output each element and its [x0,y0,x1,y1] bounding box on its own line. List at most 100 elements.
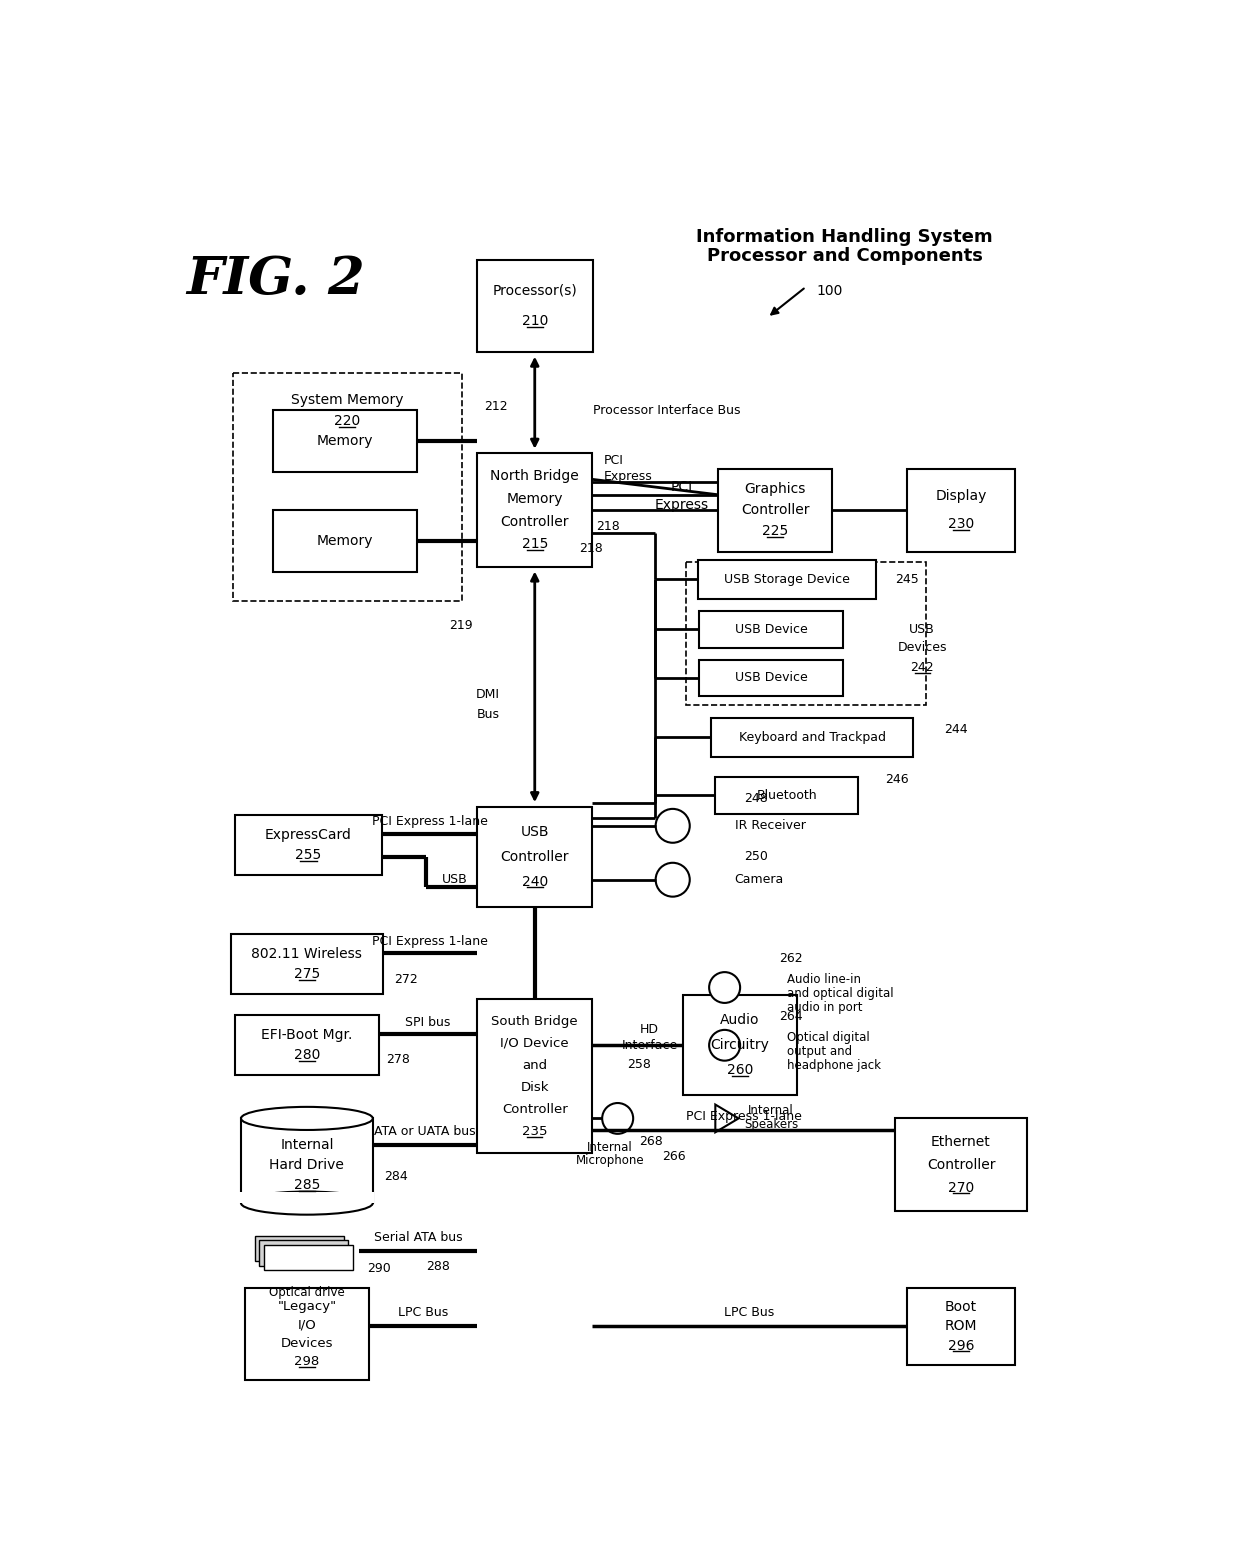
Text: Devices: Devices [280,1337,334,1349]
Bar [697,560,875,599]
Text: LPC Bus: LPC Bus [398,1305,449,1319]
Text: USB: USB [521,825,549,839]
Text: Audio line-in: Audio line-in [786,974,861,987]
Text: USB Storage Device: USB Storage Device [724,573,849,587]
Text: output and: output and [786,1046,852,1058]
Bar [264,1245,353,1271]
Circle shape [656,862,689,896]
Text: 218: 218 [596,520,620,532]
Ellipse shape [241,1106,373,1130]
Text: Internal: Internal [587,1141,632,1155]
Text: headphone jack: headphone jack [786,1058,880,1072]
Text: 220: 220 [334,414,361,428]
Text: PCI Express 1-lane: PCI Express 1-lane [372,935,489,948]
Bar [699,612,843,647]
Bar [895,1119,1027,1211]
Text: Speakers: Speakers [744,1119,799,1131]
Bar [273,411,417,471]
Text: Disk: Disk [521,1080,549,1094]
Text: Memory: Memory [506,492,563,506]
Bar [246,1288,370,1380]
Text: PCI Express 1-lane: PCI Express 1-lane [686,1109,801,1122]
Bar [686,562,926,705]
Text: 244: 244 [944,724,967,736]
Text: North Bridge: North Bridge [490,468,579,482]
Text: Express: Express [655,498,709,512]
Text: SPI bus: SPI bus [405,1016,450,1029]
Text: 290: 290 [367,1262,391,1274]
Text: 240: 240 [522,874,548,888]
Text: Optical drive: Optical drive [269,1285,345,1299]
Text: and optical digital: and optical digital [786,987,893,1001]
Text: 278: 278 [387,1052,410,1066]
Text: Display: Display [935,489,987,503]
Text: 272: 272 [394,974,418,987]
Bar [273,510,417,571]
Text: 285: 285 [294,1178,320,1192]
Text: 250: 250 [744,850,768,864]
Text: audio in port: audio in port [786,1001,862,1015]
Text: 212: 212 [484,400,507,412]
Text: 280: 280 [294,1049,320,1063]
Text: 218: 218 [579,541,603,555]
Bar [718,468,832,552]
Bar [715,776,858,814]
Text: DMI: DMI [476,688,500,702]
Text: Interface: Interface [621,1039,677,1052]
Text: I/O: I/O [298,1318,316,1332]
Text: LPC Bus: LPC Bus [724,1305,775,1319]
Text: 219: 219 [449,619,472,632]
Text: South Bridge: South Bridge [491,1015,578,1027]
Text: HD: HD [640,1024,658,1036]
Bar [254,1235,343,1262]
Text: Circuitry: Circuitry [711,1038,770,1052]
Bar [712,717,913,756]
Text: 284: 284 [384,1170,408,1183]
Bar [231,935,383,994]
Text: and: and [522,1058,547,1072]
Bar [477,453,593,566]
Text: Controller: Controller [926,1158,996,1172]
Text: Boot: Boot [945,1301,977,1315]
Text: I/O Device: I/O Device [501,1036,569,1050]
Text: 215: 215 [522,537,548,551]
Bar [476,260,593,352]
Text: USB: USB [909,622,935,636]
Text: Devices: Devices [898,641,947,654]
Text: 255: 255 [295,848,321,862]
Bar [259,1240,348,1267]
Text: USB Device: USB Device [735,622,807,636]
Text: Bluetooth: Bluetooth [756,789,817,801]
Text: 802.11 Wireless: 802.11 Wireless [252,948,362,962]
Text: 270: 270 [947,1181,975,1195]
Text: ATA or UATA bus: ATA or UATA bus [374,1125,476,1137]
Text: 266: 266 [662,1150,686,1164]
Bar [477,806,593,907]
Text: 210: 210 [522,314,548,328]
Text: Express: Express [604,470,652,482]
Text: Audio: Audio [720,1013,760,1027]
Text: Controller: Controller [501,850,569,864]
Text: Bus: Bus [477,708,500,720]
Text: ROM: ROM [945,1319,977,1333]
Text: 230: 230 [947,517,975,531]
Text: Processor and Components: Processor and Components [707,247,982,265]
Text: Keyboard and Trackpad: Keyboard and Trackpad [739,731,885,744]
Text: Hard Drive: Hard Drive [269,1158,345,1172]
Text: FIG. 2: FIG. 2 [186,254,365,305]
Text: EFI-Boot Mgr.: EFI-Boot Mgr. [262,1029,352,1043]
Text: Internal: Internal [748,1105,794,1117]
Text: System Memory: System Memory [291,394,403,408]
Text: 242: 242 [910,661,934,674]
Ellipse shape [241,1192,373,1215]
Bar [241,1119,373,1203]
Text: Graphics: Graphics [744,482,806,496]
Bar [906,468,1016,552]
Circle shape [603,1103,634,1134]
Text: Memory: Memory [316,534,373,548]
Text: PCI: PCI [671,479,693,493]
Text: 260: 260 [727,1063,754,1077]
Text: Processor(s): Processor(s) [492,283,577,297]
Bar [477,999,593,1153]
Text: PCI: PCI [604,454,624,467]
